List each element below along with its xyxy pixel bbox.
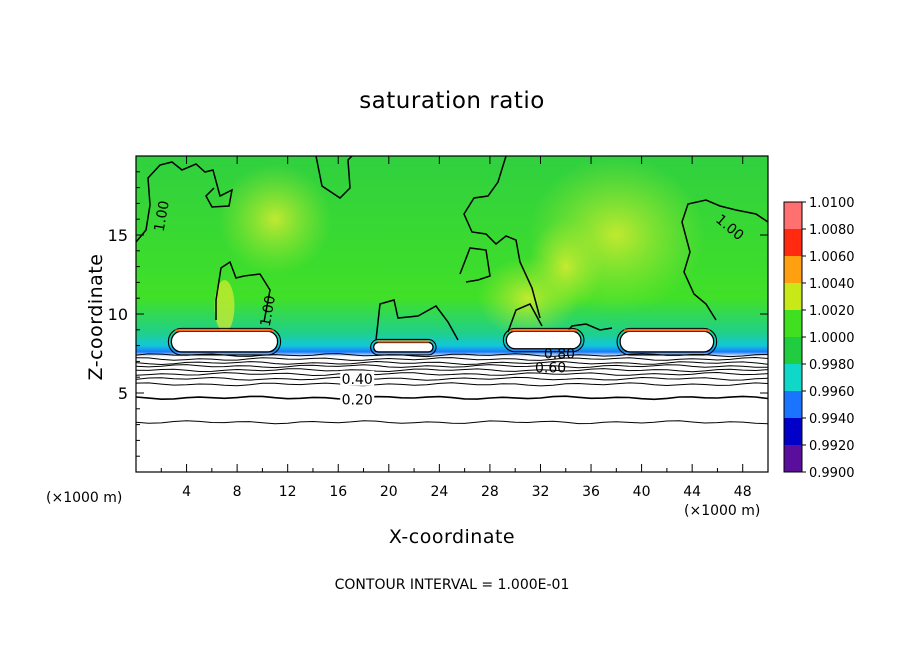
stratified-contour: [136, 371, 768, 377]
stratified-contour: [136, 420, 768, 425]
contour-line-1-00: [459, 247, 491, 283]
colorbar-swatch: [784, 418, 802, 445]
x-axis-label: X-coordinate: [388, 526, 516, 548]
y-tick-label: 10: [108, 305, 128, 324]
colorbar-swatch: [784, 202, 802, 229]
contour-interval-note: CONTOUR INTERVAL = 1.000E-01: [334, 577, 570, 593]
x-tick-label: 12: [279, 484, 297, 500]
stratified-contour: [136, 360, 768, 366]
colorbar-swatch: [784, 337, 802, 364]
cloud-region-outline: [370, 338, 437, 356]
x-tick-label: 16: [329, 484, 347, 500]
colorbar-swatch: [784, 256, 802, 283]
contour-line-1-00: [681, 199, 768, 321]
cloud-region-outline: [167, 327, 282, 356]
colorbar-swatch: [784, 229, 802, 256]
contour-label-bg: [340, 370, 375, 386]
colorbar-label: 1.0080: [809, 223, 855, 238]
stratified-contour: [136, 368, 768, 373]
x-tick-label: 20: [380, 484, 398, 500]
contour-label: 1.00: [258, 294, 279, 327]
colorbar-label: 0.9920: [809, 439, 855, 454]
y-axis-label: Z-coordinate: [85, 253, 107, 381]
cloud-region-outline: [616, 327, 718, 356]
colorbar-swatch: [784, 445, 802, 472]
colorbar-label: 0.9980: [809, 358, 855, 373]
contour-label: 0.80: [544, 347, 575, 363]
stratified-contour: [136, 356, 768, 361]
x-tick-label: 28: [481, 484, 499, 500]
colorbar-swatch: [784, 283, 802, 310]
contour-line-1-00: [375, 299, 459, 341]
colorbar-label: 1.0060: [809, 250, 855, 265]
colorbar-swatch: [784, 310, 802, 337]
x-unit-label-left: (×1000 m): [46, 490, 123, 506]
colorbar-label: 0.9960: [809, 385, 855, 400]
colorbar-label: 0.9900: [809, 466, 855, 481]
colorbar-swatch: [784, 391, 802, 418]
x-tick-label: 4: [182, 484, 191, 500]
contour-line-1-00: [507, 303, 543, 333]
cloud-region: [170, 330, 279, 353]
x-tick-label: 24: [430, 484, 448, 500]
contour-line-1-00: [215, 260, 271, 323]
supersaturation-patch-3: [527, 219, 604, 314]
x-tick-label: 32: [532, 484, 550, 500]
colorbar-label: 0.9940: [809, 412, 855, 427]
contour-label-bg: [340, 391, 375, 407]
y-tick-label: 15: [108, 226, 128, 245]
cloud-region: [619, 330, 715, 353]
contour-line-1-00: [136, 161, 234, 243]
contour-line-1-00: [315, 156, 353, 199]
chart-title: saturation ratio: [359, 88, 545, 114]
colorbar-label: 1.0000: [809, 331, 855, 346]
colorbar-label: 1.0040: [809, 277, 855, 292]
stratified-contour: [136, 364, 768, 369]
x-tick-label: 48: [734, 484, 752, 500]
x-tick-label: 8: [233, 484, 242, 500]
y-tick-label: 5: [118, 384, 128, 403]
contour-label: 1.00: [152, 199, 173, 232]
cloud-region-outline: [502, 327, 585, 353]
stratified-contour: [136, 376, 768, 381]
supersaturation-patch-0: [218, 163, 332, 275]
contour-label: 0.60: [535, 361, 566, 377]
x-tick-label: 36: [582, 484, 600, 500]
x-unit-label-right: (×1000 m): [684, 503, 761, 519]
colorbar-swatch: [784, 364, 802, 391]
stratified-contour: [136, 395, 768, 401]
colorbar-label: 1.0020: [809, 304, 855, 319]
contour-line-1-00: [463, 156, 541, 319]
cloud-region: [372, 341, 434, 353]
contour-label: 0.20: [342, 392, 373, 408]
x-tick-label: 40: [633, 484, 651, 500]
supersaturation-patch-plume: [214, 280, 235, 333]
stratified-contour: [136, 382, 768, 387]
colorbar-label: 1.0100: [809, 196, 855, 211]
contour-label: 0.40: [342, 372, 373, 388]
x-tick-label: 44: [683, 484, 701, 500]
